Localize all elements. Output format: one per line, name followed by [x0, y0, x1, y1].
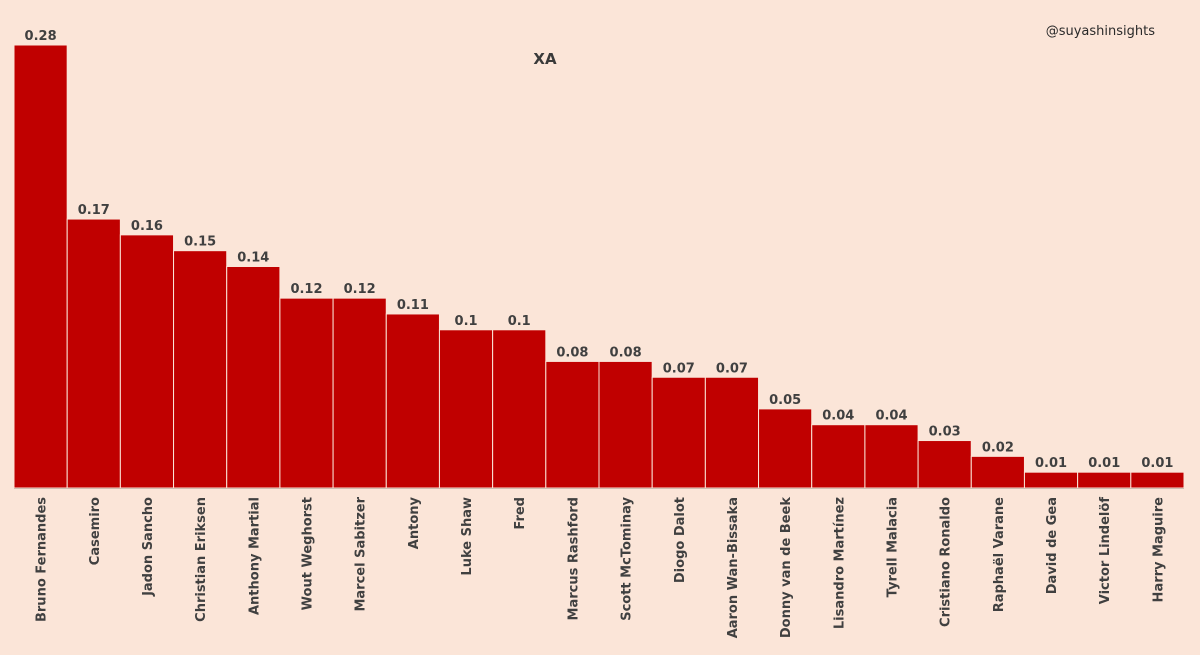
bar-value-label: 0.01: [1088, 456, 1120, 471]
bar: [66, 218, 121, 489]
bar: [1077, 471, 1132, 489]
bars-group: [13, 44, 1185, 489]
bar-value-label: 0.1: [508, 314, 531, 329]
x-tick-label: Bruno Fernandes: [35, 497, 50, 622]
x-tick-label: Lisandro Martínez: [832, 497, 847, 629]
x-tick-label: Anthony Martial: [247, 497, 262, 615]
bar-value-label: 0.05: [769, 393, 801, 408]
bar: [864, 424, 919, 489]
bar: [704, 376, 760, 489]
x-tick-label: Diogo Dalot: [673, 497, 688, 583]
bar-value-label: 0.07: [663, 361, 695, 376]
bar-value-label: 0.01: [1141, 456, 1173, 471]
bar-value-label: 0.17: [78, 203, 110, 218]
bar-value-label: 0.11: [397, 298, 429, 313]
bar-value-label: 0.03: [929, 425, 961, 440]
x-tick-label: Wout Weghorst: [301, 497, 316, 610]
bar: [811, 424, 866, 489]
x-tick-label: Marcel Sabitzer: [354, 496, 369, 611]
x-tick-label: Scott McTominay: [620, 496, 635, 620]
bar: [970, 455, 1025, 489]
bar-value-label: 0.1: [455, 314, 478, 329]
bar: [385, 313, 440, 489]
bar-value-label: 0.08: [610, 345, 642, 360]
bar: [119, 234, 175, 489]
x-tick-labels-group: Bruno Fernandes Casemiro Jadon Sancho Chris…: [35, 496, 1167, 638]
bar-value-label: 0.08: [556, 345, 588, 360]
x-tick-label: Aaron Wan-Bissaka: [726, 497, 741, 638]
value-labels-group: 0.28 0.17 0.16 0.15 0.14 0.12 0.12 0.11 0.1 0.1 0.…: [25, 29, 1174, 471]
bar: [917, 440, 972, 489]
bar: [13, 44, 68, 489]
bar: [1023, 471, 1079, 489]
bar-value-label: 0.12: [290, 282, 322, 297]
x-tick-label: Raphaël Varane: [992, 497, 1007, 612]
bar: [492, 329, 547, 489]
bar-value-label: 0.04: [822, 409, 854, 424]
bar: [545, 360, 600, 489]
x-tick-label: Casemiro: [88, 497, 103, 565]
author-handle: @suyashinsights: [1046, 24, 1156, 39]
bar-value-label: 0.01: [1035, 456, 1067, 471]
x-tick-label: Tyrell Malacia: [886, 497, 901, 597]
chart-title: XA: [533, 50, 557, 68]
bar: [758, 408, 813, 489]
x-tick-label: Harry Maguire: [1151, 497, 1166, 603]
bar-value-label: 0.02: [982, 440, 1014, 455]
x-tick-label: Cristiano Ronaldo: [939, 497, 954, 627]
bar: [279, 297, 334, 489]
bar: [1130, 471, 1185, 489]
x-tick-label: Antony: [407, 496, 422, 549]
bar: [173, 250, 228, 489]
bar: [651, 376, 706, 489]
x-tick-label: Luke Shaw: [460, 497, 475, 576]
x-tick-label: Marcus Rashford: [566, 497, 581, 620]
bar-value-label: 0.04: [875, 409, 907, 424]
bar-value-label: 0.14: [237, 251, 269, 266]
x-tick-label: Fred: [513, 497, 528, 530]
x-tick-label: Donny van de Beek: [779, 497, 794, 638]
bar-value-label: 0.16: [131, 219, 163, 234]
bar-value-label: 0.15: [184, 235, 216, 250]
x-tick-label: David de Gea: [1045, 497, 1060, 594]
x-tick-label: Victor Lindelöf: [1098, 497, 1113, 605]
bar: [332, 297, 387, 489]
bar-value-label: 0.07: [716, 361, 748, 376]
bar: [598, 360, 653, 489]
bar: [226, 266, 281, 489]
bar-value-label: 0.28: [25, 29, 57, 44]
x-tick-label: Jadon Sancho: [141, 497, 156, 597]
bar-value-label: 0.12: [344, 282, 376, 297]
x-tick-label: Christian Eriksen: [194, 497, 209, 622]
bar: [438, 329, 494, 489]
